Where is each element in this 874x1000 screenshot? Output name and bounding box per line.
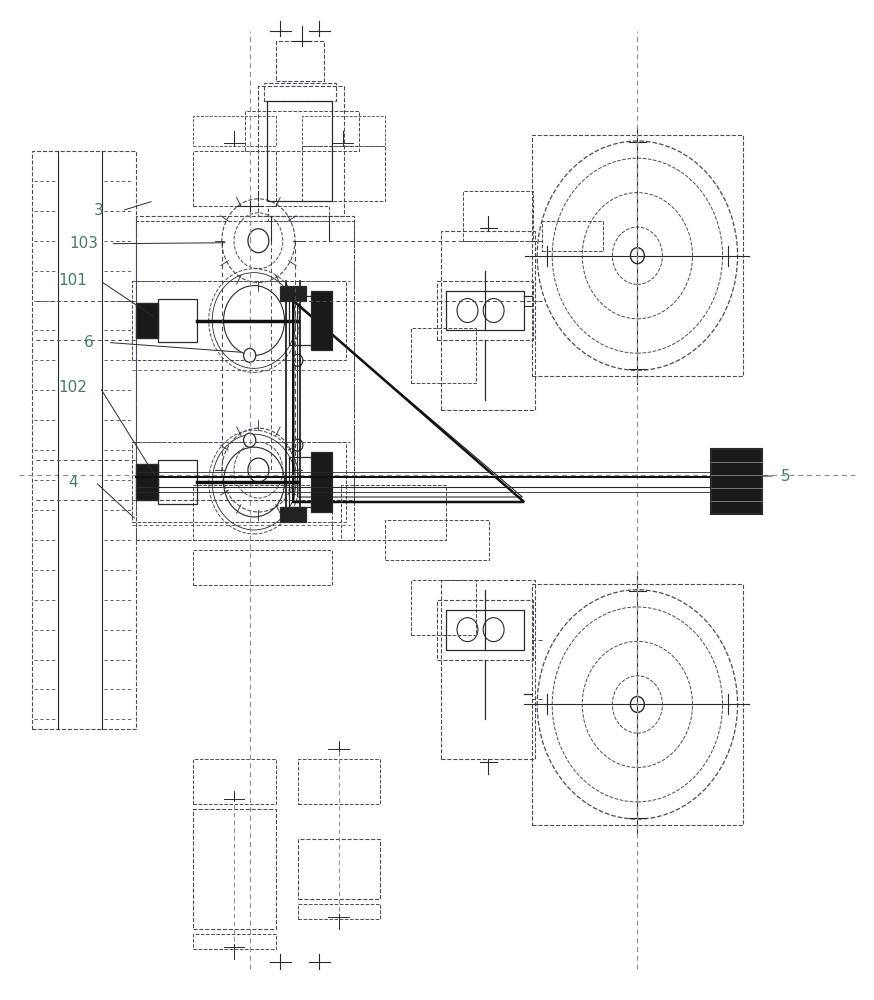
Bar	[711, 449, 762, 514]
Bar	[193, 759, 276, 804]
Text: 5: 5	[780, 469, 790, 484]
Bar	[268, 206, 329, 221]
Bar	[532, 584, 743, 825]
Bar	[193, 116, 276, 146]
Text: 103: 103	[70, 236, 99, 251]
Bar	[281, 286, 306, 301]
Bar	[385, 520, 489, 560]
Bar	[158, 460, 198, 504]
Text: 3: 3	[94, 203, 104, 218]
Bar	[267, 101, 332, 201]
Bar	[132, 281, 345, 360]
Bar	[31, 151, 136, 729]
Bar	[302, 146, 385, 201]
Bar	[532, 135, 743, 376]
Circle shape	[244, 348, 256, 362]
Bar	[446, 610, 524, 650]
Circle shape	[244, 433, 256, 447]
Text: 6: 6	[84, 335, 94, 350]
Bar	[289, 457, 315, 507]
Bar	[136, 464, 158, 500]
Text: 4: 4	[68, 475, 78, 490]
Bar	[411, 328, 476, 383]
Bar	[289, 296, 315, 345]
Bar	[463, 191, 533, 241]
Bar	[136, 303, 158, 338]
Bar	[446, 291, 524, 330]
Bar	[259, 86, 343, 216]
Bar	[132, 442, 345, 522]
Bar	[441, 231, 536, 410]
Bar	[302, 116, 385, 146]
Bar	[298, 759, 380, 804]
Bar	[341, 485, 446, 540]
Bar	[158, 299, 198, 342]
Bar	[542, 221, 602, 251]
Bar	[298, 839, 380, 899]
Bar	[193, 809, 276, 929]
Bar	[441, 580, 536, 759]
Text: 101: 101	[59, 273, 87, 288]
Bar	[298, 904, 380, 919]
Bar	[310, 291, 332, 350]
Bar	[437, 600, 533, 660]
Bar	[193, 485, 332, 540]
Bar	[310, 452, 332, 512]
Bar	[711, 449, 762, 514]
Bar	[193, 550, 332, 585]
Bar	[437, 281, 533, 340]
Text: 102: 102	[59, 380, 87, 395]
Bar	[281, 507, 306, 522]
Bar	[411, 580, 476, 635]
Circle shape	[248, 229, 269, 253]
Bar	[136, 216, 354, 500]
Bar	[276, 41, 323, 81]
Circle shape	[248, 458, 269, 482]
Bar	[136, 221, 354, 540]
Bar	[193, 151, 276, 206]
Bar	[265, 83, 336, 101]
Bar	[246, 111, 358, 151]
Bar	[193, 934, 276, 949]
